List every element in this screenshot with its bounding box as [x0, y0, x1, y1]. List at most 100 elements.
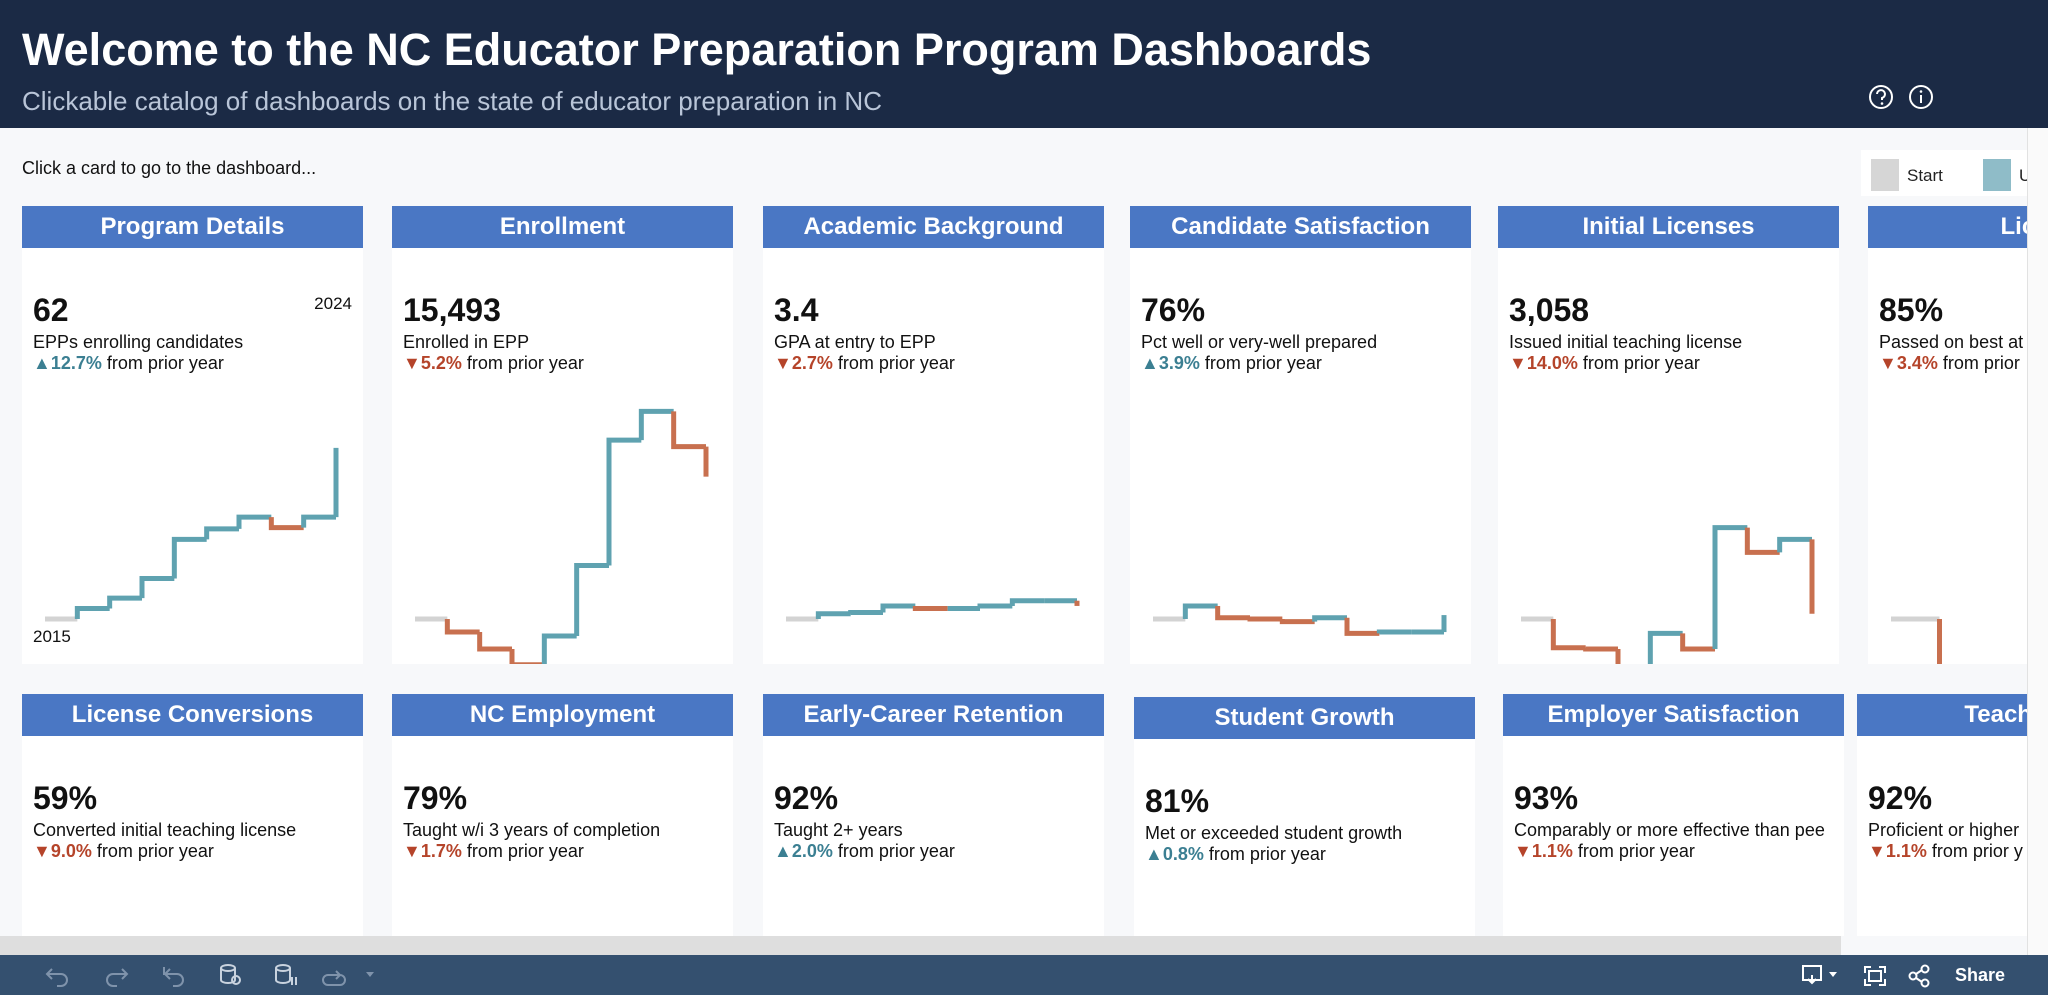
dashboard-card[interactable]: Licens 85% Passed on best at▼3.4% from pri…: [1868, 206, 2027, 664]
start-year-label: 2015: [33, 627, 71, 646]
card-title: Initial Licenses: [1498, 206, 1839, 248]
card-value: 15,493: [403, 292, 501, 328]
change-percent: ▲12.7%: [33, 353, 102, 373]
card-value: 92%: [774, 780, 839, 816]
sparkline-segment: [880, 603, 916, 613]
page-title: Welcome to the NC Educator Preparation P…: [22, 24, 1372, 75]
legend: Start U: [1861, 150, 2027, 196]
card-value: 76%: [1141, 292, 1206, 328]
sparkline-segment: [268, 517, 304, 531]
vertical-scrollbar[interactable]: [2027, 128, 2048, 955]
sparkline-segment: [977, 603, 1013, 609]
card-title: License Conversions: [22, 694, 363, 736]
sparkline-segment: [1680, 633, 1715, 652]
undo-icon[interactable]: [45, 968, 68, 987]
replay-icon[interactable]: [322, 970, 346, 986]
card-change: ▼14.0% from prior year: [1509, 353, 1700, 374]
card-title: Licens: [1868, 206, 2027, 248]
dashboard-card[interactable]: Program Details 62 EPPs enrolling candidat…: [22, 206, 363, 664]
sparkline-segment: [139, 576, 175, 599]
card-change: ▼2.7% from prior year: [774, 353, 955, 374]
card-value: 85%: [1879, 292, 1944, 328]
change-suffix: from prior y: [1931, 841, 2023, 861]
card-description: Taught w/i 3 years of completion: [403, 820, 661, 840]
sparkline-segment: [815, 611, 851, 619]
dashboard-card[interactable]: License Conversions 59% Converted initial …: [22, 694, 363, 936]
sparkline: [786, 598, 1080, 622]
dashboard-card[interactable]: Candidate Satisfaction 76% Pct well or ver…: [1130, 206, 1471, 664]
sparkline-segment: [574, 562, 609, 636]
card-description: Proficient or higher: [1868, 820, 2020, 840]
card-change: ▼1.1% from prior y: [1868, 841, 2023, 862]
help-icon[interactable]: [1869, 85, 1893, 109]
change-percent: ▼5.2%: [403, 353, 462, 373]
card-change: ▲2.0% from prior year: [774, 841, 955, 862]
more-icon[interactable]: [366, 972, 374, 977]
card-change: ▼3.4% from prior: [1879, 353, 2020, 374]
sparkline-segment: [1550, 619, 1586, 651]
change-suffix: from prior year: [837, 841, 955, 861]
sparkline-segment: [1182, 603, 1218, 619]
sparkline-segment: [1647, 630, 1683, 664]
sparkline: [415, 408, 709, 664]
sparkline-segment: [171, 536, 207, 579]
change-percent: ▼1.1%: [1514, 841, 1573, 861]
legend-swatch: [1983, 159, 2011, 191]
header-icons: [1869, 85, 1933, 109]
card-title: Student Growth: [1134, 697, 1475, 739]
share-button[interactable]: Share: [1955, 965, 2006, 985]
card-change: ▲12.7% from prior year: [33, 353, 224, 374]
change-suffix: from prior year: [1208, 844, 1326, 864]
horizontal-scrollbar[interactable]: [0, 936, 1841, 955]
page-subtitle: Clickable catalog of dashboards on the s…: [22, 86, 882, 116]
change-suffix: from prior: [1942, 353, 2020, 373]
content: Click a card to go to the dashboard... S…: [0, 128, 2027, 936]
sparkline-segment: [107, 595, 142, 609]
sparkline-segment: [1312, 615, 1347, 622]
sparkline-segment: [912, 605, 948, 612]
revert-icon[interactable]: [163, 967, 184, 987]
change-suffix: from prior year: [1582, 353, 1700, 373]
card-description: Met or exceeded student growth: [1145, 823, 1403, 843]
sparkline: [1153, 603, 1447, 636]
end-year-label: 2024: [314, 294, 352, 313]
dashboard-card[interactable]: NC Employment 79% Taught w/i 3 years of co…: [392, 694, 733, 936]
card-title: Candidate Satisfaction: [1130, 206, 1471, 248]
sparkline-segment: [1376, 629, 1412, 635]
sparkline-segment: [1344, 617, 1380, 636]
dashboard-card[interactable]: Teaching P 92% Proficient or higher▼1.1% f…: [1857, 694, 2027, 936]
card-title: Enrollment: [392, 206, 733, 248]
card-title: NC Employment: [392, 694, 733, 736]
sparkline: [1521, 525, 1815, 664]
card-change: ▼9.0% from prior year: [33, 841, 214, 862]
fullscreen-icon[interactable]: [1864, 966, 1886, 986]
dashboard-card[interactable]: Student Growth 81% Met or exceeded student…: [1134, 697, 1475, 936]
card-description: Pct well or very-well prepared: [1141, 332, 1378, 352]
card-title: Early-Career Retention: [763, 694, 1104, 736]
change-suffix: from prior year: [837, 353, 955, 373]
change-percent: ▼1.1%: [1868, 841, 1927, 861]
card-value: 62: [33, 292, 69, 328]
sparkline-segment: [1009, 598, 1045, 606]
change-percent: ▲2.0%: [774, 841, 833, 861]
card-value: 59%: [33, 780, 98, 816]
share-icon[interactable]: [1908, 964, 1930, 988]
dashboard-card[interactable]: Employer Satisfaction 93% Comparably or mo…: [1503, 694, 1844, 936]
pause-icon[interactable]: [275, 964, 297, 985]
card-change: ▲0.8% from prior year: [1145, 844, 1326, 865]
sparkline-segment: [1279, 619, 1315, 625]
redo-icon[interactable]: [106, 968, 129, 987]
download-icon[interactable]: [1802, 965, 1837, 985]
card-description: Comparably or more effective than pee: [1514, 820, 1825, 840]
sparkline-segment: [1247, 616, 1283, 622]
card-value: 81%: [1145, 783, 1210, 819]
refresh-icon[interactable]: [220, 964, 241, 985]
dashboard-card[interactable]: Enrollment 15,493 Enrolled in EPP ▼5.2% fro…: [392, 206, 733, 664]
dashboard-card[interactable]: Academic Background 3.4 GPA at entry to EP…: [763, 206, 1104, 664]
sparkline-segment: [1615, 649, 1621, 664]
change-percent: ▼2.7%: [774, 353, 833, 373]
sparkline-segment: [1777, 536, 1812, 553]
dashboard-card[interactable]: Early-Career Retention 92% Taught 2+ years…: [763, 694, 1104, 936]
info-icon[interactable]: [1909, 85, 1933, 109]
dashboard-card[interactable]: Initial Licenses 3,058 Issued initial teac…: [1498, 206, 1839, 664]
